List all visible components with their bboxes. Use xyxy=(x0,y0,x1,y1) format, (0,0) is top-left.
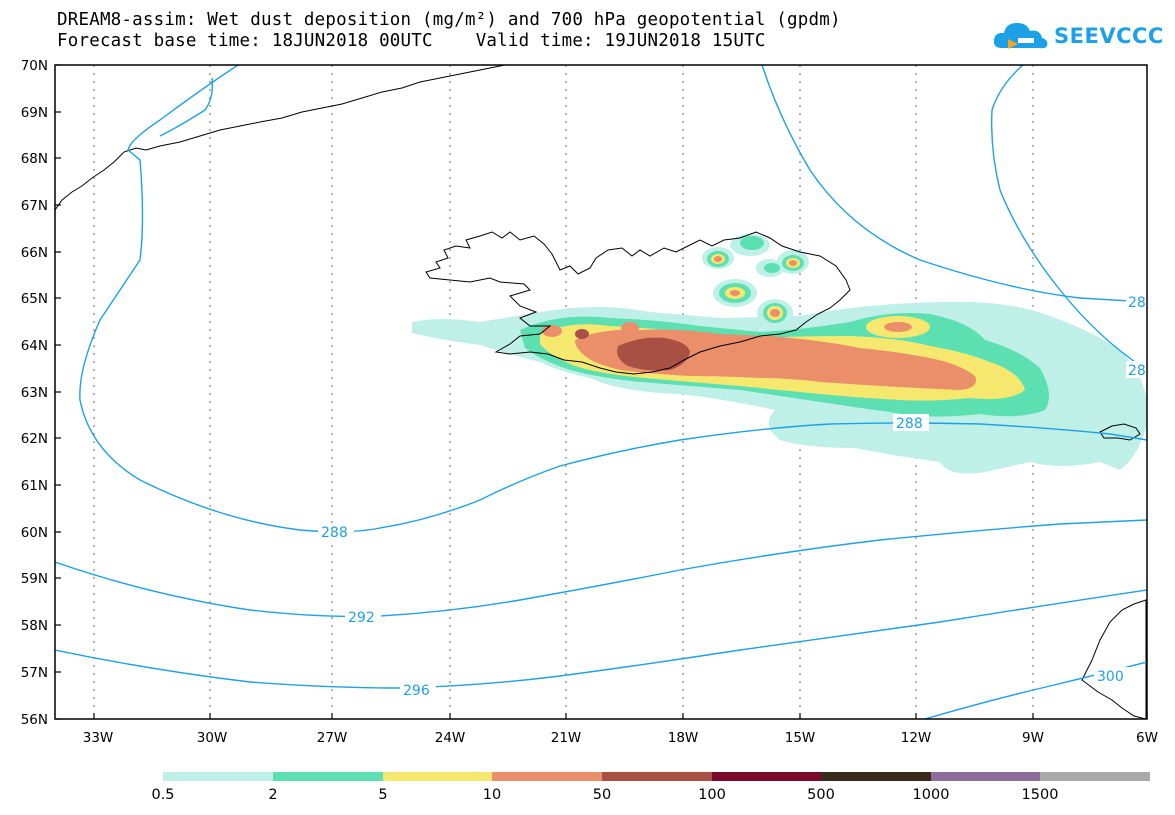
latitude-labels: 70N 69N 68N 67N 66N 65N 64N 63N 62N 61N … xyxy=(21,58,48,728)
lat-tick-label: 69N xyxy=(21,105,48,121)
faroe-islands-coastline xyxy=(1099,423,1141,441)
contour-label: 288 xyxy=(896,416,923,432)
lat-tick-label: 67N xyxy=(21,198,48,214)
contour-east-b xyxy=(991,65,1147,371)
lat-tick-label: 70N xyxy=(21,58,48,74)
brand-logo: SEEVCCC xyxy=(992,18,1164,54)
deposition-blob-green-1 xyxy=(740,236,764,250)
longitude-labels: 33W 30W 27W 24W 21W 18W 15W 12W 9W 6W xyxy=(83,730,1158,746)
colorbar-label: 500 xyxy=(807,787,835,803)
colorbar-segment xyxy=(712,772,821,781)
colorbar-segment xyxy=(492,772,602,781)
colorbar-label: 50 xyxy=(592,787,612,803)
contour-label: 28 xyxy=(1128,363,1146,379)
forecast-map: 288 288 292 296 300 28 28 70N 69N xyxy=(21,58,1158,746)
lat-tick-label: 63N xyxy=(21,385,48,401)
contour-east-a xyxy=(761,65,1147,303)
colorbar-segment xyxy=(821,772,931,781)
deposition-blob-orange-7 xyxy=(621,322,639,334)
contour-label: 296 xyxy=(403,683,430,699)
lon-tick-label: 18W xyxy=(668,730,699,746)
deposition-area-50 xyxy=(617,337,690,371)
colorbar-segment xyxy=(273,772,383,781)
lon-tick-label: 21W xyxy=(551,730,582,746)
colorbar-segment xyxy=(1040,772,1150,781)
colorbar-segment xyxy=(602,772,712,781)
lon-tick-label: 30W xyxy=(197,730,228,746)
deposition-blob-orange-1 xyxy=(714,256,722,262)
contour-label: 28 xyxy=(1128,295,1146,311)
colorbar-label: 10 xyxy=(482,787,502,803)
deposition-blob-orange-5 xyxy=(884,322,912,332)
lat-tick-label: 58N xyxy=(21,618,48,634)
lat-tick-label: 59N xyxy=(21,571,48,587)
colorbar-segment xyxy=(931,772,1040,781)
deposition-blob-orange-2 xyxy=(789,260,797,266)
lat-tick-label: 64N xyxy=(21,338,48,354)
lat-tick-label: 62N xyxy=(21,431,48,447)
lat-tick-label: 65N xyxy=(21,291,48,307)
contour-label: 292 xyxy=(348,610,375,626)
greenland-coastline xyxy=(55,65,508,211)
colorbar-label: 1000 xyxy=(912,787,950,803)
colorbar-label: 5 xyxy=(378,787,388,803)
lon-tick-label: 6W xyxy=(1136,730,1158,746)
contour-292 xyxy=(55,519,1147,618)
contour-label: 288 xyxy=(321,525,348,541)
iceland-coastline xyxy=(425,231,851,375)
scotland-coastline xyxy=(1081,599,1147,719)
lat-tick-label: 68N xyxy=(21,151,48,167)
contour-labels: 288 288 292 296 300 28 28 xyxy=(318,293,1147,699)
colorbar-label: 1500 xyxy=(1021,787,1059,803)
lon-tick-label: 12W xyxy=(901,730,932,746)
colorbar-label: 2 xyxy=(268,787,278,803)
lon-tick-label: 24W xyxy=(435,730,466,746)
brand-name: SEEVCCC xyxy=(1054,24,1164,48)
deposition-blob-green-6 xyxy=(764,263,780,273)
colorbar-label: 100 xyxy=(698,787,726,803)
lon-tick-label: 15W xyxy=(785,730,816,746)
colorbar xyxy=(163,772,1150,781)
deposition-blob-brown-1 xyxy=(575,329,589,339)
deposition-blob-orange-6 xyxy=(542,325,562,337)
map-subtitle: Forecast base time: 18JUN2018 00UTC Vali… xyxy=(57,31,766,51)
lon-tick-label: 33W xyxy=(83,730,114,746)
colorbar-segment xyxy=(163,772,273,781)
lat-tick-label: 57N xyxy=(21,665,48,681)
cloud-logo-icon xyxy=(993,23,1048,49)
contour-label: 300 xyxy=(1097,669,1124,685)
coastlines xyxy=(55,65,1147,719)
lat-tick-label: 66N xyxy=(21,245,48,261)
colorbar-segment xyxy=(383,772,492,781)
deposition-blob-orange-3 xyxy=(730,290,740,296)
colorbar-label: 0.5 xyxy=(151,787,175,803)
dust-deposition-field xyxy=(412,234,1147,474)
lon-tick-label: 27W xyxy=(317,730,348,746)
map-title: DREAM8-assim: Wet dust deposition (mg/m²… xyxy=(57,10,841,30)
contour-west-b xyxy=(159,77,214,137)
lat-tick-label: 56N xyxy=(21,712,48,728)
lat-tick-label: 61N xyxy=(21,478,48,494)
axis-ticks xyxy=(55,64,1148,720)
contour-296 xyxy=(55,589,1147,689)
lon-tick-label: 9W xyxy=(1022,730,1044,746)
lat-tick-label: 60N xyxy=(21,525,48,541)
deposition-blob-orange-4 xyxy=(770,309,780,317)
